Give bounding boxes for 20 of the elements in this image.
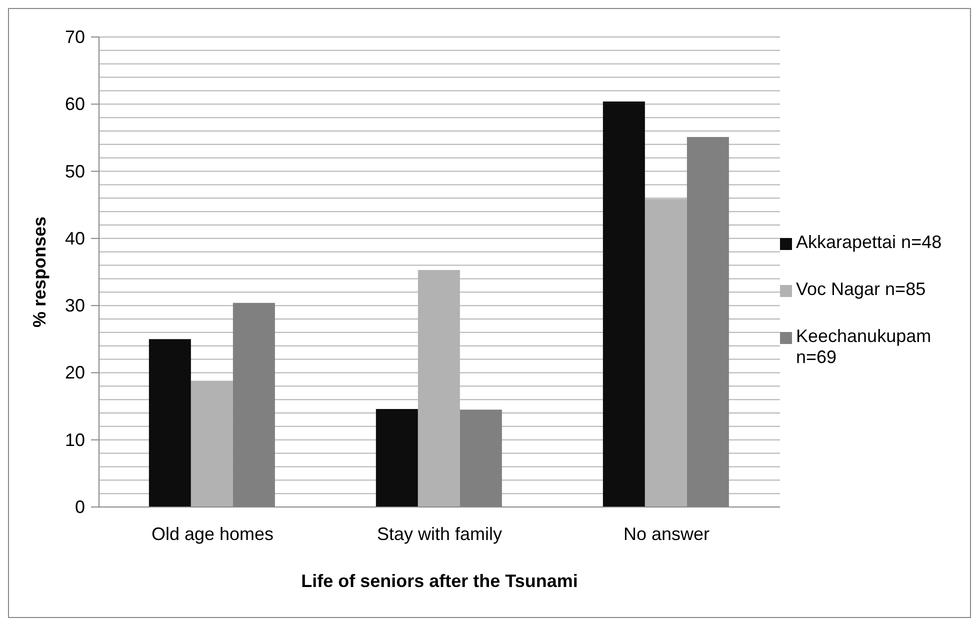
- bar: [376, 408, 418, 507]
- y-tick-label: 70: [64, 27, 85, 47]
- legend-label: Akkarapettai n=48: [796, 232, 942, 253]
- bar: [602, 101, 645, 507]
- bar: [148, 339, 191, 507]
- x-tick-label: No answer: [623, 524, 710, 544]
- y-tick-label: 10: [64, 430, 85, 450]
- y-tick-label: 20: [64, 362, 85, 383]
- y-tick-label: 60: [64, 94, 85, 114]
- y-tick-label: 30: [64, 296, 85, 316]
- bar: [190, 380, 233, 507]
- y-tick-label: 40: [64, 228, 85, 248]
- legend-label: Voc Nagar n=85: [796, 279, 926, 300]
- y-tick-label: 50: [64, 161, 85, 182]
- x-axis-title: Life of seniors after the Tsunami: [301, 571, 578, 591]
- x-tick-label: Stay with family: [376, 524, 502, 544]
- legend-label: Keechanukupam n=69: [796, 326, 932, 368]
- x-tick-label: Old age homes: [151, 524, 274, 544]
- y-tick-label: 0: [74, 497, 85, 517]
- y-axis-title: % responses: [29, 216, 50, 328]
